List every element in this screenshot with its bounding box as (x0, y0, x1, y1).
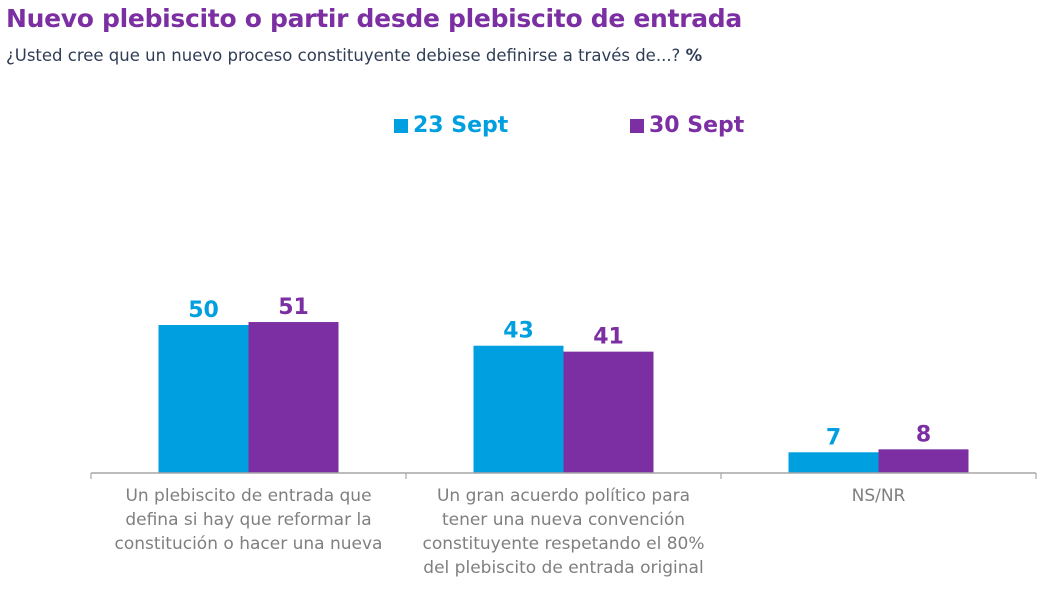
question-text: ¿Usted cree que un nuevo proceso constit… (6, 46, 681, 65)
chart-title: Nuevo plebiscito o partir desde plebisci… (6, 4, 742, 33)
legend-item-30-sept: 30 Sept (630, 113, 744, 138)
chart-subtitle: ¿Usted cree que un nuevo proceso constit… (6, 46, 702, 65)
category-label-line: defina si hay que reformar la (125, 510, 372, 530)
category-label-line: Un plebiscito de entrada que (125, 486, 372, 506)
legend-swatch-30-sept (630, 118, 644, 133)
category-label-line: NS/NR (851, 486, 906, 506)
bar-30-sept-cat-1 (248, 322, 339, 473)
bar-30-sept-cat-3 (878, 449, 969, 473)
unit-marker: % (685, 46, 703, 65)
category-label-line: del plebiscito de entrada original (423, 558, 704, 578)
category-label-line: constitución o hacer una nueva (114, 534, 383, 554)
data-label-30-sept-cat-1: 51 (278, 295, 309, 320)
bar-30-sept-cat-2 (563, 351, 654, 473)
legend-label-23-sept: 23 Sept (413, 113, 509, 138)
category-label-line: tener una nueva convención (441, 510, 686, 530)
category-label-line: constituyente respetando el 80% (422, 534, 705, 554)
legend-swatch-23-sept (394, 118, 408, 133)
data-label-30-sept-cat-2: 41 (593, 325, 624, 350)
data-label-23-sept-cat-1: 50 (188, 298, 219, 323)
category-label-line: Un gran acuerdo político para (436, 486, 691, 506)
category-label-1: Un plebiscito de entrada que defina si ha… (91, 484, 406, 556)
data-label-23-sept-cat-2: 43 (503, 319, 534, 344)
bar-23-sept-cat-3 (788, 452, 879, 473)
bar-23-sept-cat-2 (473, 345, 564, 473)
data-label-23-sept-cat-3: 7 (826, 425, 841, 450)
legend-item-23-sept: 23 Sept (394, 113, 508, 138)
bar-23-sept-cat-1 (158, 325, 249, 473)
data-label-30-sept-cat-3: 8 (916, 422, 931, 447)
legend-label-30-sept: 30 Sept (649, 113, 745, 138)
category-label-3: NS/NR (721, 484, 1036, 508)
category-label-2: Un gran acuerdo político para tener una n… (406, 484, 721, 580)
